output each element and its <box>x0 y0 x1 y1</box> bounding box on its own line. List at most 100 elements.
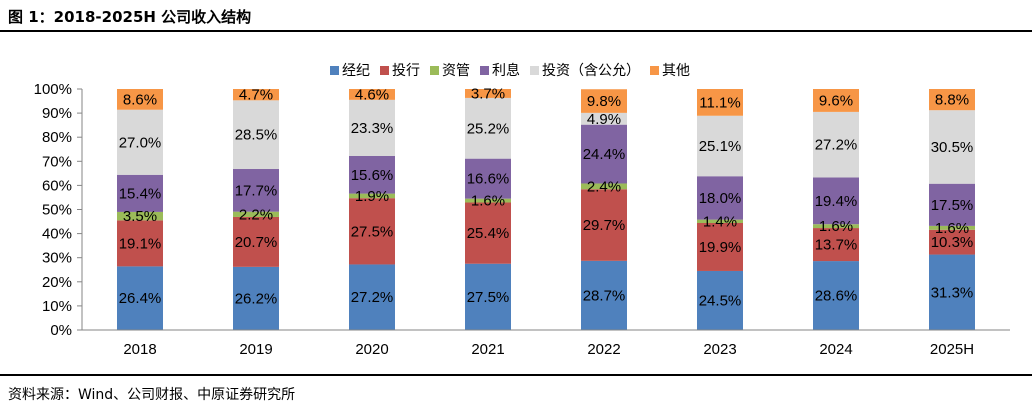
y-tick-label: 80% <box>42 129 72 146</box>
bars-group: 26.4% 19.1% 3.5% 15.4% 27.0% 8.6% 26.2% 20.7% 2.… <box>117 85 975 330</box>
bar-segment <box>233 100 279 170</box>
data-label: 1.6% <box>819 218 853 235</box>
bar-segment <box>233 266 279 330</box>
source-note: 资料来源：Wind、公司财报、中原证券研究所 <box>8 387 296 403</box>
legend-label: 资管 <box>442 63 470 79</box>
legend-label: 投资（含公允） <box>542 63 640 79</box>
data-label: 29.7% <box>583 217 626 234</box>
bar-segment <box>349 198 395 265</box>
data-label: 18.0% <box>699 190 742 207</box>
bar-segment <box>349 155 395 194</box>
bar-segment <box>813 261 859 330</box>
chart-legend: 经纪 投行 资管 利息 投资（含公允） 其他 <box>330 62 690 79</box>
bar-segment <box>465 202 511 264</box>
x-tick-label: 2019 <box>239 341 272 358</box>
data-label: 28.5% <box>235 127 278 144</box>
bar-segment <box>813 111 859 178</box>
bar-segment <box>117 89 163 110</box>
bar-segment <box>233 211 279 217</box>
x-tick-label: 2018 <box>123 341 156 358</box>
data-label: 28.7% <box>583 287 626 304</box>
legend-swatch <box>530 66 539 75</box>
bar-segment <box>465 97 511 159</box>
bar-segment <box>465 198 511 203</box>
bar-segment <box>465 263 511 330</box>
bar-segment <box>349 89 395 100</box>
bar-segment <box>813 224 859 229</box>
bar-segment <box>813 89 859 112</box>
data-label: 2.4% <box>587 178 621 195</box>
data-label: 10.3% <box>931 234 974 251</box>
data-label: 1.6% <box>935 220 969 237</box>
data-label: 16.6% <box>467 171 510 188</box>
data-label: 24.4% <box>583 146 626 163</box>
data-label: 9.6% <box>819 92 853 109</box>
data-label: 27.2% <box>815 137 858 154</box>
data-label: 8.8% <box>935 92 969 109</box>
bar-segment <box>465 89 511 98</box>
bar-segment <box>813 228 859 262</box>
data-label: 8.6% <box>123 91 157 108</box>
stacked-bar-chart: 经纪 投行 资管 利息 投资（含公允） 其他 26.4% 19.1% 3.5% 15.4% 27.… <box>34 62 1010 358</box>
bar-segment <box>929 110 975 184</box>
bar-segment <box>581 89 627 113</box>
bar-segment <box>117 211 163 221</box>
legend-swatch <box>330 66 339 75</box>
bar-segment <box>697 219 743 223</box>
data-label: 3.5% <box>123 208 157 225</box>
data-label: 17.7% <box>235 182 278 199</box>
data-label: 27.2% <box>351 289 394 306</box>
x-tick-label: 2020 <box>355 341 388 358</box>
data-label: 30.5% <box>931 139 974 156</box>
y-tick-label: 60% <box>42 177 72 194</box>
y-tick-label: 70% <box>42 153 72 170</box>
bar-segment <box>813 177 859 225</box>
bar-segment <box>697 270 743 330</box>
bar-segment <box>581 189 627 261</box>
data-label: 25.4% <box>467 225 510 242</box>
data-label: 27.5% <box>467 289 510 306</box>
bar-segment <box>697 222 743 271</box>
x-tick-label: 2021 <box>471 341 504 358</box>
data-label: 4.6% <box>355 86 389 103</box>
data-label: 28.6% <box>815 288 858 305</box>
bar-segment <box>929 225 975 230</box>
bar-segment <box>117 109 163 175</box>
axes-group: 0% 10% 20% 30% 40% 50% 60% 70% 80% 90% 100% 2018 201… <box>34 81 1010 358</box>
bar-segment <box>929 89 975 111</box>
data-label: 19.4% <box>815 193 858 210</box>
bar-segment <box>929 254 975 330</box>
legend-label: 其他 <box>662 63 690 79</box>
data-label: 15.6% <box>351 167 394 184</box>
y-tick-label: 90% <box>42 105 72 122</box>
data-label: 24.5% <box>699 292 742 309</box>
bar-segment <box>349 264 395 330</box>
legend-label: 经纪 <box>342 63 370 79</box>
y-tick-label: 20% <box>42 274 72 291</box>
data-label: 2.2% <box>239 206 273 223</box>
data-label: 23.3% <box>351 120 394 137</box>
bar-segment <box>117 174 163 212</box>
data-label: 4.7% <box>239 87 273 104</box>
bar-segment <box>233 216 279 267</box>
data-label: 25.2% <box>467 120 510 137</box>
y-tick-label: 10% <box>42 298 72 315</box>
bar-segment <box>929 183 975 226</box>
bar-segment <box>465 158 511 199</box>
x-tick-label: 2023 <box>703 341 736 358</box>
legend-swatch <box>430 66 439 75</box>
data-label: 3.7% <box>471 85 505 102</box>
bar-segment <box>697 89 743 116</box>
bar-segment <box>581 260 627 330</box>
y-tick-label: 40% <box>42 226 72 243</box>
figure-title: 图 1：2018-2025H 公司收入结构 <box>8 8 252 26</box>
data-label: 15.4% <box>119 185 162 202</box>
y-tick-label: 30% <box>42 250 72 267</box>
bar-segment <box>697 115 743 177</box>
data-label: 27.5% <box>351 223 394 240</box>
data-label: 25.1% <box>699 138 742 155</box>
bar-segment <box>581 112 627 125</box>
bar-segment <box>581 183 627 190</box>
x-tick-label: 2025H <box>930 341 974 358</box>
top-rule <box>0 30 1032 32</box>
